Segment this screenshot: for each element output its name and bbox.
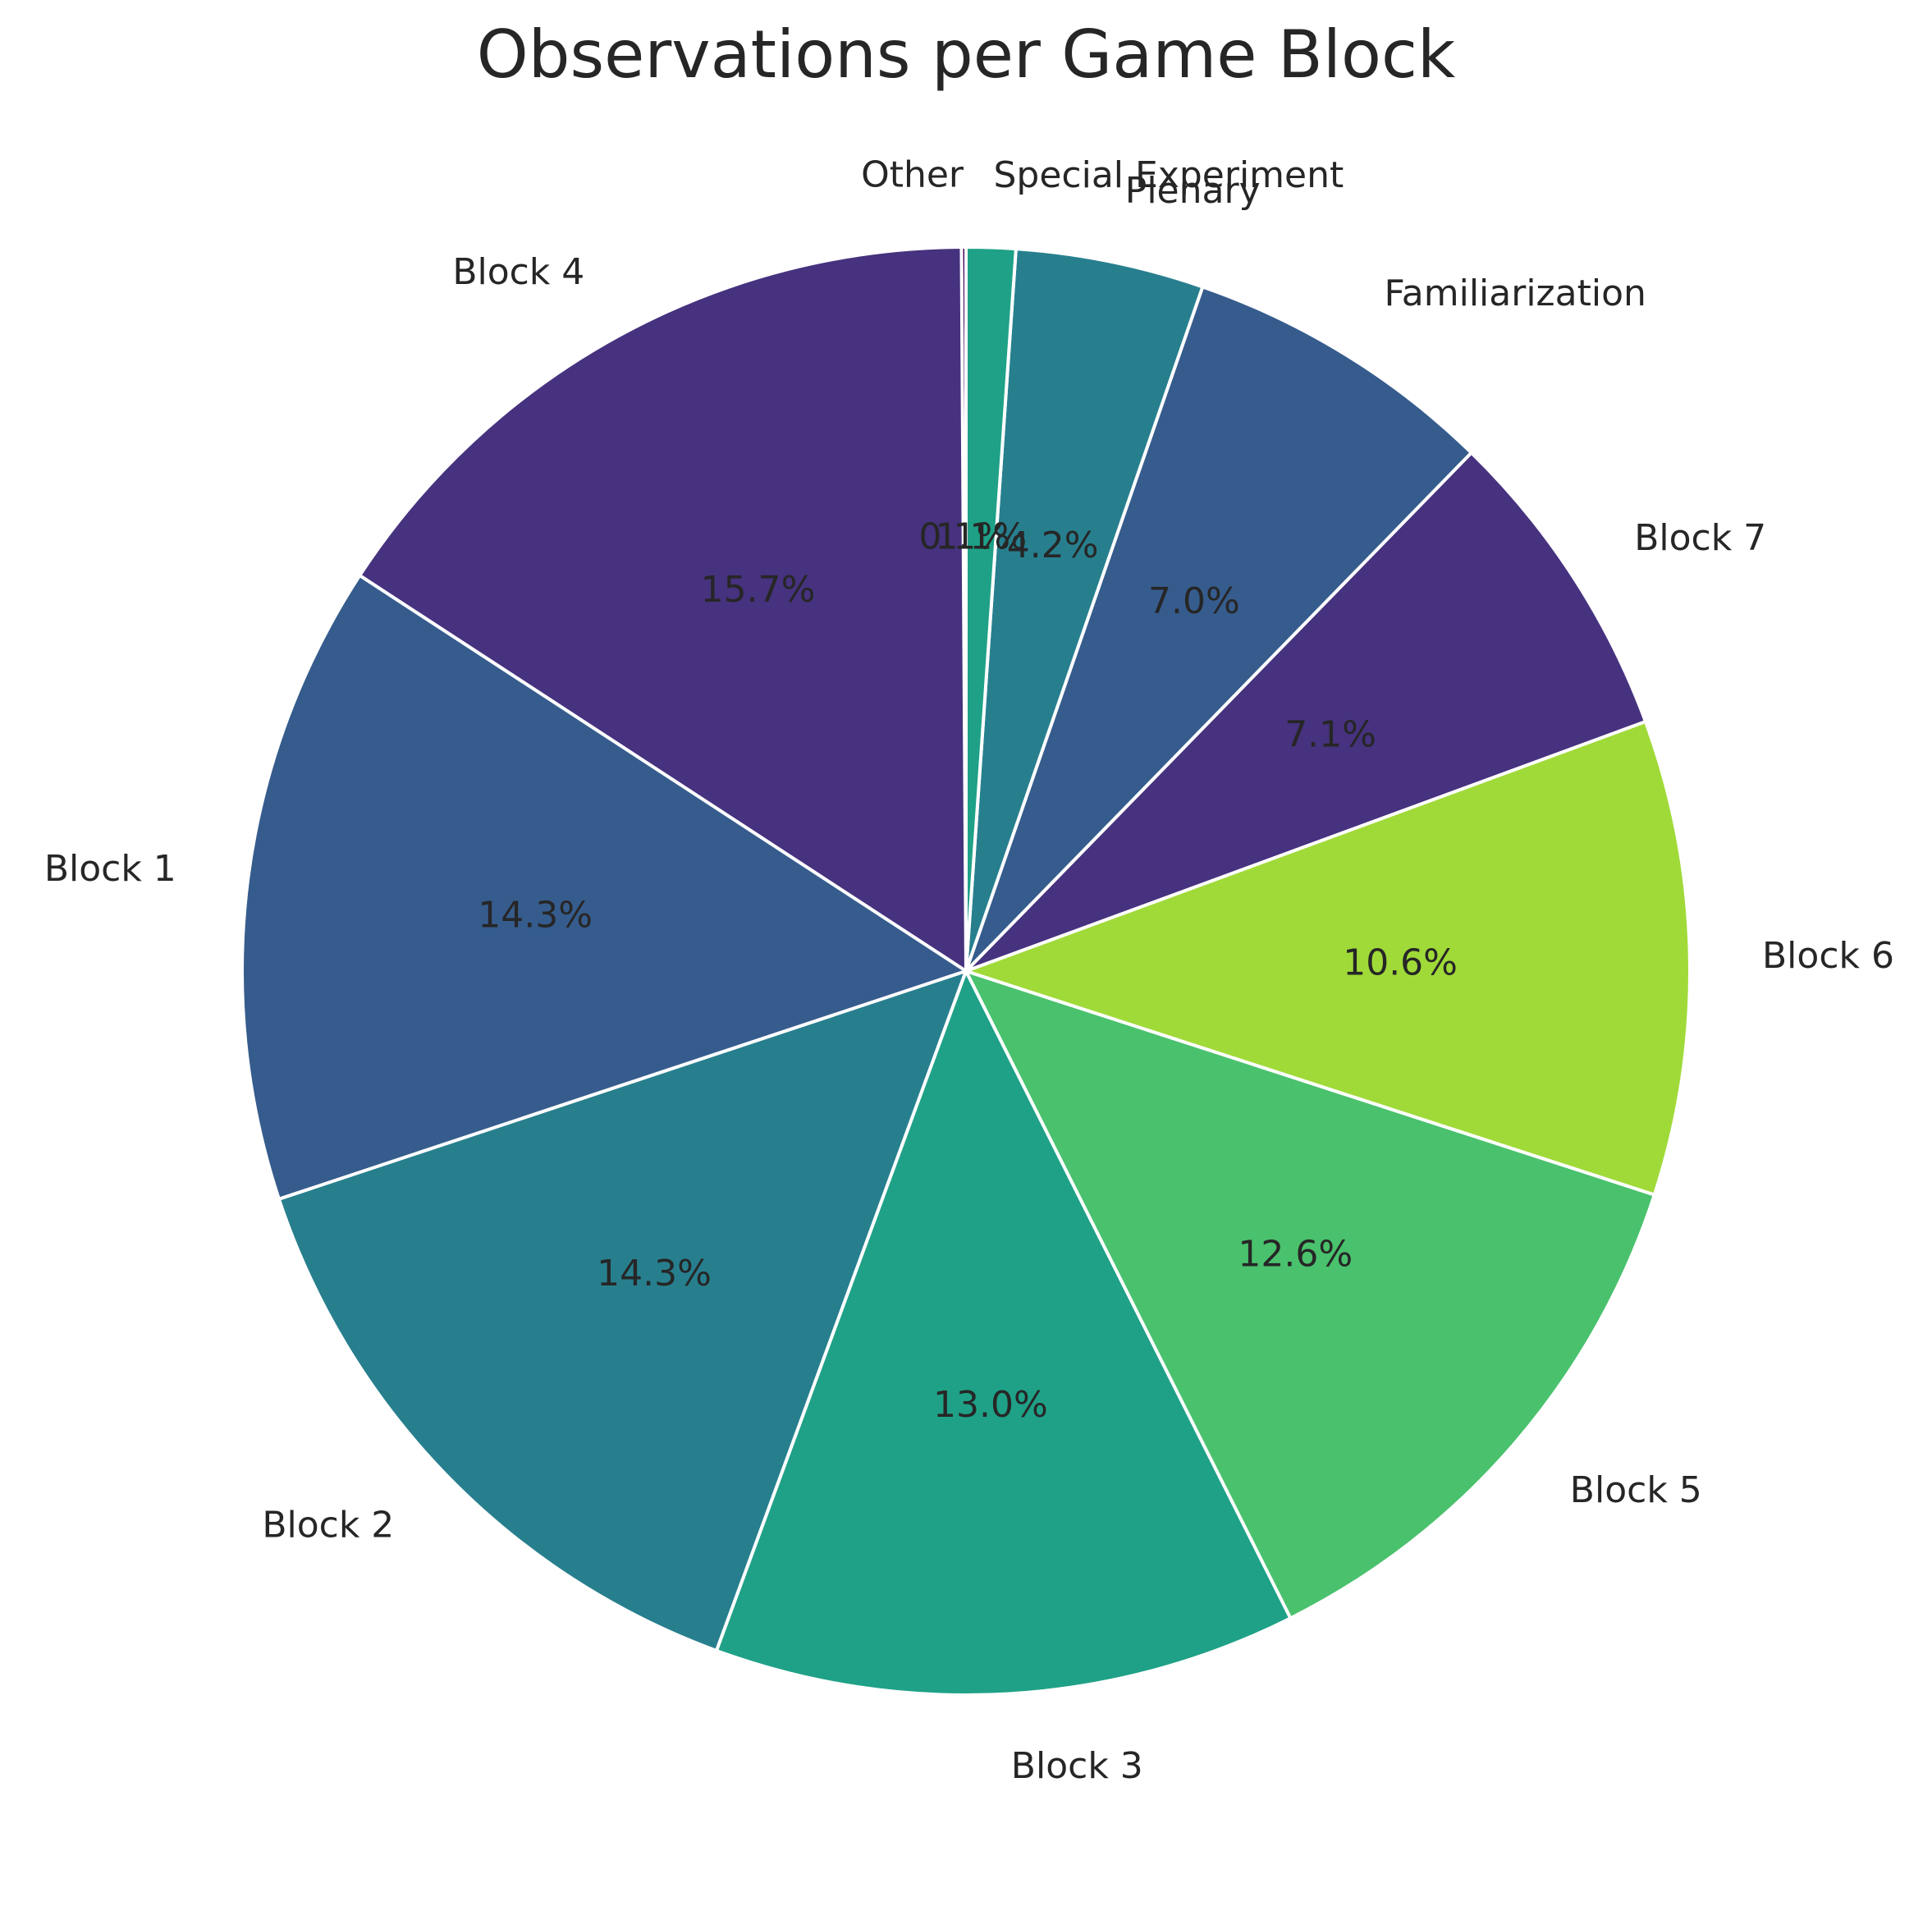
slice-label-block-2: Block 2 <box>262 1505 394 1546</box>
pie-slice-block-7 <box>964 451 1647 973</box>
pie-slice-block-2 <box>277 969 968 1652</box>
slice-label-plenary: Plenary <box>1125 170 1261 212</box>
pie-slice-block-4 <box>358 245 968 973</box>
pct-label-block-4: 15.7% <box>701 569 816 611</box>
pct-label-plenary: 4.2% <box>1007 525 1099 566</box>
pie-slice-familiarization <box>964 285 1473 973</box>
pct-label-block-7: 7.1% <box>1284 714 1376 756</box>
pie-slice-block-5 <box>964 969 1656 1620</box>
slice-label-block-6: Block 6 <box>1762 935 1894 977</box>
chart-title: Observations per Game Block <box>477 16 1456 93</box>
slice-label-other: Other <box>861 153 964 195</box>
slice-label-special-experiment: Special Experiment <box>994 154 1344 196</box>
slice-label-block-5: Block 5 <box>1570 1469 1702 1511</box>
pct-label-special-experiment: 1.1% <box>935 516 1027 558</box>
slice-label-block-1: Block 1 <box>44 848 176 890</box>
pct-label-block-5: 12.6% <box>1238 1234 1353 1276</box>
slice-label-block-7: Block 7 <box>1634 517 1766 559</box>
slice-label-block-4: Block 4 <box>452 251 584 293</box>
slice-labels: Other Block 4 Block 1 Block 2 Block 3 Block 5… <box>44 153 1894 1787</box>
pie-slice-special-experiment <box>964 245 1018 973</box>
pct-label-other: 0.1% <box>918 515 1010 557</box>
pie-slice-block-1 <box>240 574 968 1201</box>
pie-slice-plenary <box>964 247 1205 973</box>
pie-slices <box>240 245 1692 1697</box>
pct-label-familiarization: 7.0% <box>1148 580 1240 622</box>
pct-label-block-2: 14.3% <box>597 1253 712 1294</box>
pct-label-block-1: 14.3% <box>478 895 593 937</box>
slice-label-block-3: Block 3 <box>1011 1745 1143 1787</box>
slice-label-familiarization: Familiarization <box>1385 273 1646 314</box>
pie-slice-block-6 <box>964 720 1692 1197</box>
pct-label-block-3: 13.0% <box>933 1384 1048 1426</box>
pie-slice-block-3 <box>715 969 1293 1697</box>
pct-label-block-6: 10.6% <box>1343 942 1458 984</box>
percentage-labels: 0.1% 15.7% 14.3% 14.3% 13.0% 12.6% 10.6% 7.1% 7.… <box>478 515 1458 1426</box>
